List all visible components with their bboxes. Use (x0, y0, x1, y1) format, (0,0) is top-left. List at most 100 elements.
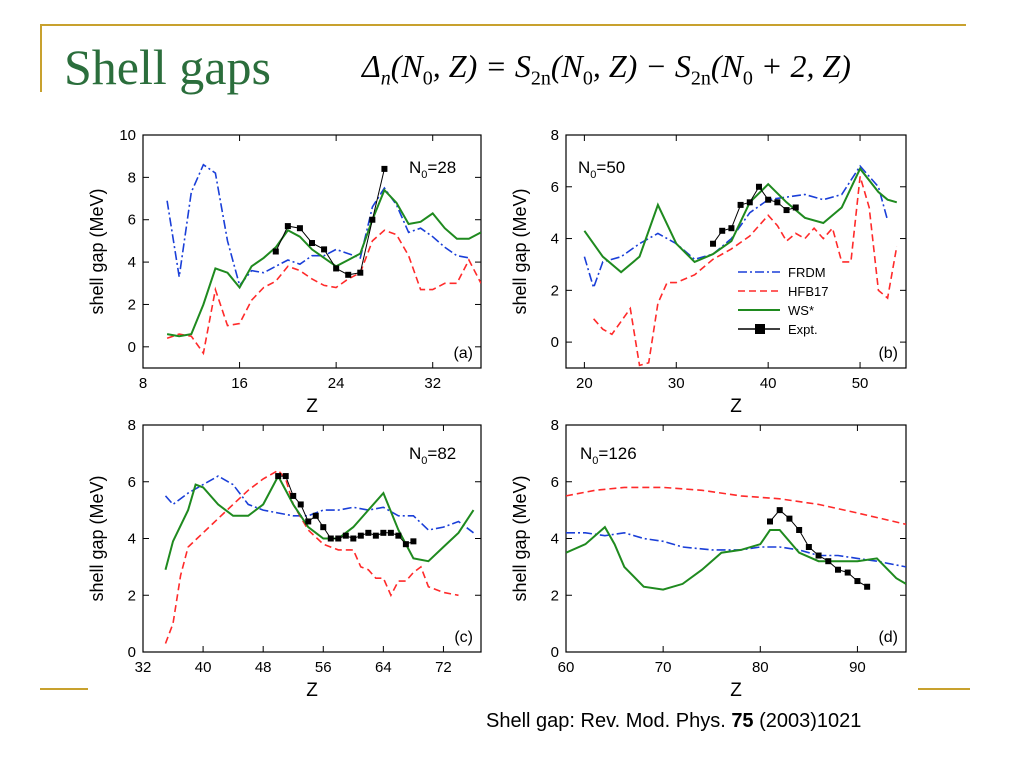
y-axis-label: shell gap (MeV) (510, 475, 530, 601)
slide-title: Shell gaps (64, 39, 271, 95)
series-line-ws (166, 188, 481, 338)
expt-point (290, 492, 297, 499)
shell-gap-formula: Δn(N0, Z) = S2n(N0, Z) − S2n(N0 + 2, Z) (362, 48, 851, 90)
expt-point (796, 526, 803, 533)
expt-point (776, 507, 783, 514)
plot-frame (565, 134, 907, 369)
y-tick-label: 8 (551, 127, 559, 144)
x-tick-label: 56 (315, 659, 332, 676)
panel-label: (a) (453, 345, 473, 362)
series-line-frdm (166, 163, 470, 288)
series-line-hfb17 (566, 486, 906, 526)
series-group (583, 164, 898, 367)
y-tick-label: 0 (128, 339, 136, 356)
expt-point (710, 240, 717, 247)
y-axis-label: shell gap (MeV) (87, 188, 107, 314)
y-tick-label: 4 (551, 531, 559, 548)
expt-point (765, 196, 772, 203)
y-tick-label: 0 (551, 334, 559, 351)
series-group (166, 163, 481, 356)
y-tick-label: 8 (551, 417, 559, 434)
n0-label: N0=50 (578, 158, 625, 181)
expt-point (737, 201, 744, 208)
y-tick-label: 2 (128, 587, 136, 604)
y-axis-label: shell gap (MeV) (510, 188, 530, 314)
expt-point (380, 529, 387, 536)
series-line-expt (712, 185, 796, 244)
expt-point (719, 227, 726, 234)
x-axis-label: Z (730, 396, 742, 417)
series-line-hfb17 (164, 469, 459, 644)
expt-point (357, 532, 364, 539)
citation-volume: 75 (731, 710, 754, 732)
n0-label: N0=28 (409, 158, 456, 181)
x-axis-label: Z (730, 680, 742, 701)
y-tick-label: 6 (128, 474, 136, 491)
series-group (566, 486, 906, 591)
expt-point (345, 271, 352, 278)
n0-label: N0=82 (409, 444, 456, 467)
top-rule (40, 24, 966, 26)
expt-point (282, 473, 289, 480)
expt-point (275, 473, 282, 480)
expt-point (296, 225, 303, 232)
y-tick-label: 6 (551, 474, 559, 491)
bottom-rule-right (918, 688, 970, 690)
expt-point (786, 515, 793, 522)
expt-point (357, 269, 364, 276)
expt-point (372, 532, 379, 539)
y-tick-label: 8 (128, 417, 136, 434)
expt-point (335, 535, 342, 542)
bottom-rule-left (40, 688, 88, 690)
x-tick-label: 24 (328, 375, 345, 392)
expt-point (342, 532, 349, 539)
expt-point (350, 535, 357, 542)
x-tick-label: 32 (424, 375, 441, 392)
x-tick-label: 32 (135, 659, 152, 676)
y-tick-label: 0 (128, 644, 136, 661)
n0-label: N0=126 (580, 444, 637, 467)
x-axis-label: Z (306, 680, 318, 701)
left-rule (40, 24, 42, 92)
legend-label: Expt. (788, 322, 818, 337)
x-tick-label: 80 (752, 659, 769, 676)
expt-point (333, 265, 340, 272)
series-line-frdm (583, 164, 889, 291)
citation-suffix: (2003)1021 (753, 710, 862, 732)
expt-point (321, 246, 328, 253)
x-axis-label: Z (306, 396, 318, 417)
expt-point (272, 248, 279, 255)
expt-point (825, 558, 832, 565)
x-tick-label: 72 (435, 659, 452, 676)
expt-point (381, 165, 388, 172)
expt-point (767, 518, 773, 525)
expt-point (369, 216, 376, 223)
y-tick-label: 0 (551, 644, 559, 661)
series-group (164, 469, 475, 644)
panel-label: (d) (878, 629, 898, 646)
expt-point (410, 538, 417, 545)
expt-point (774, 199, 781, 206)
series-line-ws (583, 166, 898, 274)
citation: Shell gap: Rev. Mod. Phys. 75 (2003)1021 (486, 710, 861, 733)
x-tick-label: 90 (849, 659, 866, 676)
expt-point (835, 566, 841, 573)
x-tick-label: 40 (760, 375, 777, 392)
y-tick-label: 4 (128, 531, 136, 548)
legend-label: WS* (788, 303, 814, 318)
x-tick-label: 40 (195, 659, 212, 676)
panel-label: (c) (454, 629, 473, 646)
y-tick-label: 10 (119, 127, 136, 144)
expt-point (387, 529, 394, 536)
expt-point (312, 512, 319, 519)
citation-prefix: Shell gap: Rev. Mod. Phys. (486, 710, 732, 732)
y-tick-label: 4 (551, 231, 559, 248)
expt-point (284, 223, 291, 230)
y-tick-label: 6 (128, 212, 136, 229)
series-line-expt (275, 168, 385, 276)
y-axis-label: shell gap (MeV) (87, 475, 107, 601)
y-tick-label: 8 (128, 169, 136, 186)
